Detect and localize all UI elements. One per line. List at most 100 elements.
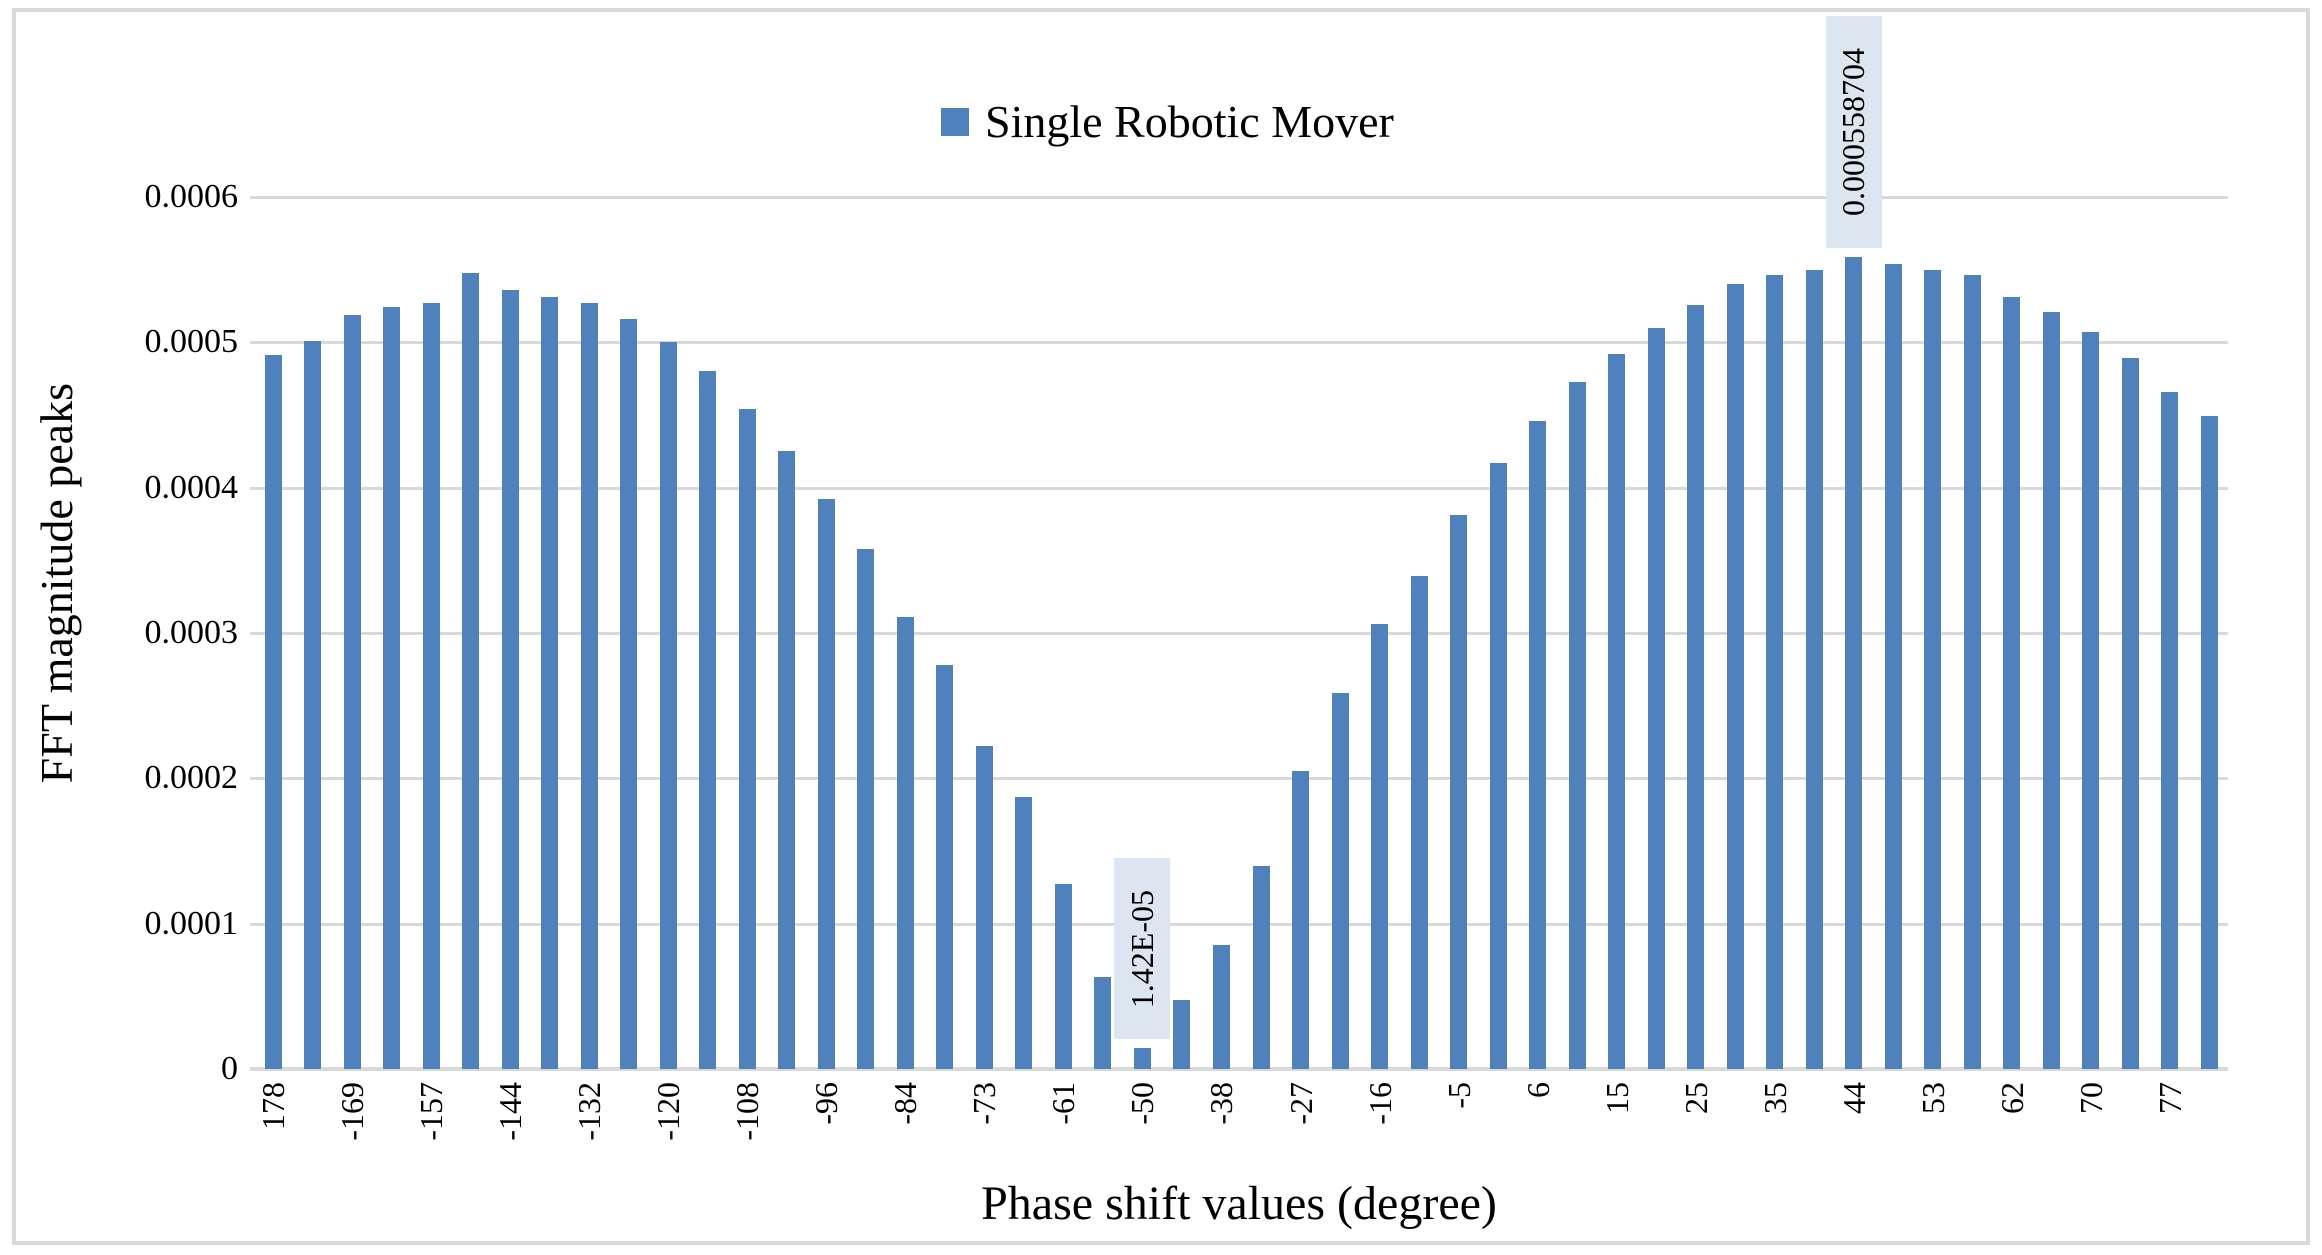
y-tick-label: 0.0003 [144, 614, 239, 651]
x-tick-label: 6 [1519, 1082, 1556, 1098]
bar [2121, 358, 2139, 1069]
x-tick-label: -16 [1361, 1082, 1398, 1125]
gridline [250, 777, 2228, 781]
bar [264, 355, 282, 1069]
x-tick-label: -50 [1124, 1082, 1161, 1125]
bar [1489, 463, 1507, 1069]
gridline [250, 341, 2228, 345]
legend: Single Robotic Mover [941, 99, 1394, 145]
bar [1173, 1000, 1191, 1069]
bar [2161, 392, 2179, 1069]
chart-outer-border [12, 8, 2310, 1245]
bar [1094, 977, 1112, 1069]
bar [1410, 576, 1428, 1069]
bar [2003, 297, 2021, 1069]
bar [659, 342, 677, 1069]
data-label-text: 1.42E-05 [1123, 889, 1160, 1008]
bar [462, 273, 480, 1069]
y-tick-label: 0.0001 [144, 904, 239, 942]
legend-series-label: Single Robotic Mover [985, 96, 1394, 147]
bar [383, 307, 401, 1069]
bar [1608, 354, 1626, 1069]
x-tick-label: 15 [1598, 1082, 1635, 1114]
bar [1726, 284, 1744, 1069]
bar [738, 409, 756, 1069]
x-tick-label: -96 [808, 1082, 845, 1125]
bar [1766, 275, 1784, 1069]
bar [541, 297, 559, 1069]
gridline [250, 486, 2228, 490]
bar [1845, 257, 1863, 1069]
y-tick-label: 0.0005 [144, 323, 239, 361]
bar [857, 549, 875, 1069]
y-axis-title: FFT magnitude peaks [31, 383, 82, 784]
bar [1252, 866, 1270, 1069]
y-tick-label: 0.0002 [144, 759, 239, 797]
x-tick-label: 77 [2151, 1082, 2188, 1114]
x-tick-label: 25 [1677, 1082, 1714, 1114]
bar [1054, 884, 1072, 1069]
bar [1884, 264, 1902, 1069]
x-tick-label: -132 [571, 1082, 608, 1141]
gridline [250, 632, 2228, 635]
x-tick-label: -169 [334, 1082, 371, 1141]
x-tick-label: -108 [729, 1082, 766, 1141]
x-tick-label: 35 [1756, 1082, 1793, 1114]
bar [699, 371, 717, 1069]
bar [1924, 270, 1942, 1069]
bar [580, 303, 598, 1069]
bar [1292, 771, 1310, 1069]
bar [1805, 270, 1823, 1069]
bar [778, 451, 796, 1069]
bar [620, 319, 638, 1069]
x-axis-title: Phase shift values (degree) [981, 1177, 1497, 1230]
y-tick-label: 0.0004 [144, 468, 239, 506]
data-label-text: 0.000558704 [1835, 48, 1872, 217]
bar [2082, 332, 2100, 1069]
data-label: 0.000558704 [1825, 16, 1882, 249]
x-tick-label: 44 [1835, 1082, 1872, 1114]
bar [422, 303, 440, 1069]
bar [936, 665, 954, 1069]
x-tick-label: -144 [492, 1082, 529, 1141]
x-tick-label: -73 [966, 1082, 1003, 1125]
x-tick-label: -61 [1045, 1082, 1082, 1125]
legend-swatch-icon [941, 108, 969, 136]
bar [1963, 275, 1981, 1069]
gridline [250, 196, 2228, 199]
bar [1568, 382, 1586, 1069]
x-tick-label: 70 [2072, 1082, 2109, 1114]
x-tick-label: 178 [255, 1082, 291, 1130]
x-tick-label: -38 [1203, 1082, 1240, 1125]
x-axis-line [250, 1067, 2228, 1071]
x-tick-label: -5 [1440, 1082, 1477, 1109]
x-tick-label: -157 [413, 1082, 450, 1141]
y-tick-label: 0 [221, 1050, 238, 1087]
gridline [250, 922, 2228, 926]
bar [1529, 421, 1547, 1069]
bar [896, 617, 914, 1069]
bar [304, 341, 322, 1069]
x-tick-label: -84 [887, 1082, 924, 1125]
bar [1450, 515, 1468, 1069]
bar [1212, 945, 1230, 1069]
bar [343, 315, 361, 1069]
bar [1371, 624, 1389, 1069]
bar [1015, 797, 1033, 1069]
y-tick-label: 0.0006 [144, 178, 239, 215]
bar [2042, 312, 2060, 1069]
bar [1331, 693, 1349, 1069]
bar [817, 499, 835, 1069]
bar [2200, 416, 2218, 1069]
plot-area [250, 196, 2228, 1071]
bar [1133, 1048, 1151, 1069]
bar [1687, 305, 1705, 1069]
data-label: 1.42E-05 [1114, 858, 1171, 1040]
x-tick-label: -120 [650, 1082, 687, 1141]
x-tick-label: 53 [1914, 1082, 1951, 1114]
x-tick-label: -27 [1282, 1082, 1319, 1125]
bar [975, 746, 993, 1069]
bar [501, 290, 519, 1069]
x-tick-label: 62 [1993, 1082, 2030, 1114]
